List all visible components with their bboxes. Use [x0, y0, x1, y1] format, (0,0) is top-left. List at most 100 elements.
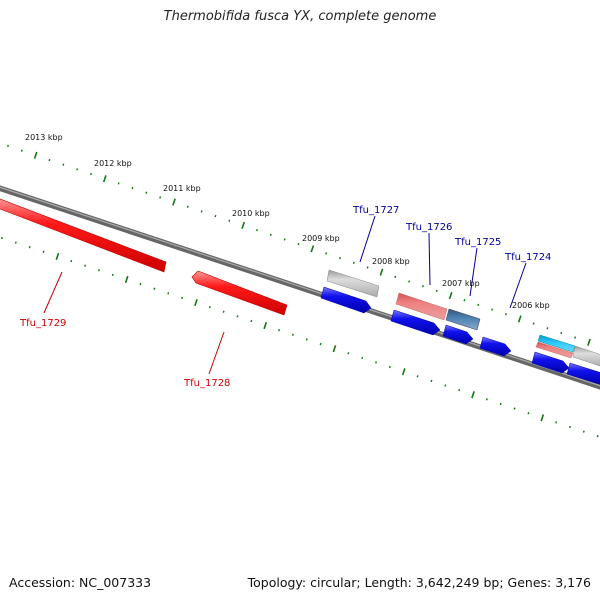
minor-tick — [463, 299, 466, 302]
minor-tick — [208, 305, 211, 309]
grey-feature — [326, 269, 380, 298]
minor-tick — [499, 402, 502, 406]
minor-tick — [375, 361, 378, 364]
major-tick — [310, 245, 315, 253]
minor-tick — [131, 186, 134, 190]
minor-tick — [76, 168, 79, 171]
minor-tick — [283, 238, 286, 241]
grey-feature-edge — [572, 345, 600, 367]
major-tick — [102, 175, 107, 183]
major-tick — [401, 368, 406, 376]
steel-feature — [445, 308, 481, 331]
minor-tick — [582, 430, 585, 433]
minor-tick — [504, 313, 507, 316]
map-title: Thermobifida fusca YX, complete genome — [163, 9, 437, 24]
minor-tick — [167, 292, 170, 295]
genome-backbone — [0, 185, 600, 390]
minor-tick — [527, 412, 530, 415]
minor-tick — [20, 149, 23, 152]
minor-tick — [62, 163, 65, 166]
minor-tick — [90, 172, 92, 176]
minor-tick — [361, 356, 364, 360]
minor-tick — [532, 322, 535, 325]
scale-label: 2006 kbp — [512, 301, 550, 310]
gene-label-tfu-1729: Tfu_1729 — [19, 318, 66, 329]
minor-tick — [408, 280, 411, 283]
major-tick — [471, 391, 475, 399]
minor-tick — [14, 241, 17, 244]
minor-tick — [444, 384, 447, 387]
major-tick — [517, 315, 522, 323]
reverse-cds-features — [0, 198, 288, 316]
minor-tick — [319, 342, 322, 346]
major-tick — [194, 298, 198, 307]
scale-label: 2011 kbp — [163, 184, 201, 193]
minor-tick — [222, 310, 225, 313]
minor-tick — [181, 296, 184, 300]
minor-tick — [255, 228, 258, 232]
gene-label-tfu-1724: Tfu_1724 — [504, 252, 551, 263]
outer-scale-ticks — [7, 144, 591, 346]
scale-label: 2010 kbp — [232, 209, 270, 218]
cds-tfu-1728 — [191, 270, 288, 316]
forward-cds-features — [320, 286, 600, 385]
cds-forward-edge — [566, 362, 600, 385]
minor-tick — [421, 285, 424, 288]
minor-tick — [477, 303, 480, 307]
minor-tick — [568, 425, 571, 429]
major-tick — [263, 322, 268, 330]
scale-label: 2012 kbp — [94, 159, 132, 168]
accession-text: Accession: NC_007333 — [9, 575, 152, 590]
minor-tick — [325, 252, 328, 255]
minor-tick — [228, 219, 231, 222]
minor-tick — [139, 282, 142, 286]
major-tick — [587, 338, 591, 346]
minor-tick — [28, 246, 31, 249]
gene-label-tfu-1727: Tfu_1727 — [352, 205, 399, 216]
major-tick — [332, 345, 337, 353]
minor-tick — [214, 214, 217, 218]
scale-labels: 2013 kbp 2012 kbp 2011 kbp 2010 kbp 2009… — [25, 133, 550, 310]
minor-tick — [84, 264, 87, 267]
minor-tick — [574, 336, 577, 339]
major-tick — [448, 291, 453, 300]
gene-label-tfu-1725: Tfu_1725 — [454, 237, 501, 248]
minor-tick — [352, 261, 355, 264]
minor-tick — [430, 379, 433, 383]
minor-tick — [491, 308, 494, 311]
cds-tfu-1729 — [0, 198, 167, 273]
minor-tick — [347, 352, 350, 355]
major-tick — [241, 221, 246, 230]
topology-text: Topology: circular; Length: 3,642,249 bp… — [247, 575, 591, 590]
cds-tfu-1724 — [479, 336, 512, 357]
scale-label: 2007 kbp — [442, 279, 480, 288]
minor-tick — [546, 327, 549, 330]
minor-tick — [186, 205, 189, 208]
major-tick — [172, 198, 176, 206]
major-tick — [540, 414, 545, 422]
minor-tick — [388, 365, 391, 369]
minor-tick — [305, 338, 308, 341]
minor-tick — [278, 329, 281, 332]
minor-tick — [159, 196, 162, 199]
minor-tick — [596, 435, 599, 438]
scale-label: 2009 kbp — [302, 234, 340, 243]
minor-tick — [153, 287, 156, 290]
minor-tick — [560, 331, 563, 335]
cds-forward-extra — [531, 351, 570, 374]
major-tick — [124, 275, 129, 284]
minor-tick — [70, 259, 73, 263]
minor-tick — [250, 319, 253, 323]
minor-tick — [291, 333, 294, 336]
minor-tick — [200, 210, 203, 213]
major-tick — [55, 252, 60, 261]
minor-tick — [236, 315, 239, 318]
major-tick — [33, 151, 38, 159]
minor-tick — [485, 398, 488, 401]
pink-feature — [395, 292, 448, 321]
minor-tick — [458, 388, 461, 392]
minor-tick — [555, 421, 558, 424]
minor-tick — [97, 269, 100, 272]
minor-tick — [338, 256, 341, 260]
inner-scale-ticks — [1, 236, 599, 438]
